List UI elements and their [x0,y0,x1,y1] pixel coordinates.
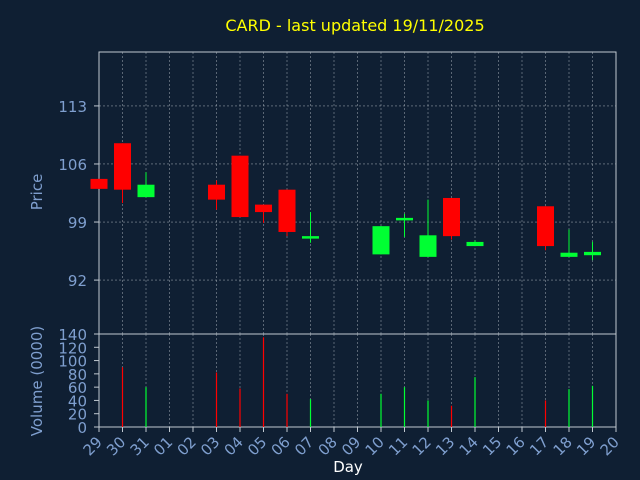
price-tick-label: 106 [58,156,87,174]
x-axis-label: Day [333,458,363,476]
candle-body [137,184,155,198]
candle-body [584,251,601,256]
chart-title: CARD - last updated 19/11/2025 [225,16,484,35]
candle-body [208,184,225,200]
volume-tick-label: 120 [58,339,87,357]
candle-body [560,252,578,257]
candle-body [302,236,319,239]
candle-body [466,241,484,247]
price-axis-label: Price [28,174,46,211]
volume-tick-label: 60 [68,379,87,397]
candle-body [114,143,131,190]
volume-tick-label: 80 [68,366,87,384]
candle-body [231,155,249,218]
volume-axis-label: Volume (0000) [28,326,46,436]
volume-tick-label: 140 [58,326,87,344]
volume-tick-label: 20 [68,406,87,424]
candle-body [419,235,437,257]
price-tick-label: 92 [68,272,87,290]
volume-tick-label: 0 [77,419,87,437]
volume-tick-label: 100 [58,353,87,371]
candle-body [278,189,296,232]
price-panel: 92 99 106 113 [58,51,617,335]
price-tick-label: 99 [68,214,87,232]
candle-body [90,178,108,189]
volume-tick-label: 40 [68,392,87,410]
candle-body [443,197,460,237]
candle-body [372,226,390,255]
price-tick-label: 113 [58,98,87,116]
candle-body [537,206,554,247]
candle-body [396,217,413,221]
candle-body [255,204,272,213]
